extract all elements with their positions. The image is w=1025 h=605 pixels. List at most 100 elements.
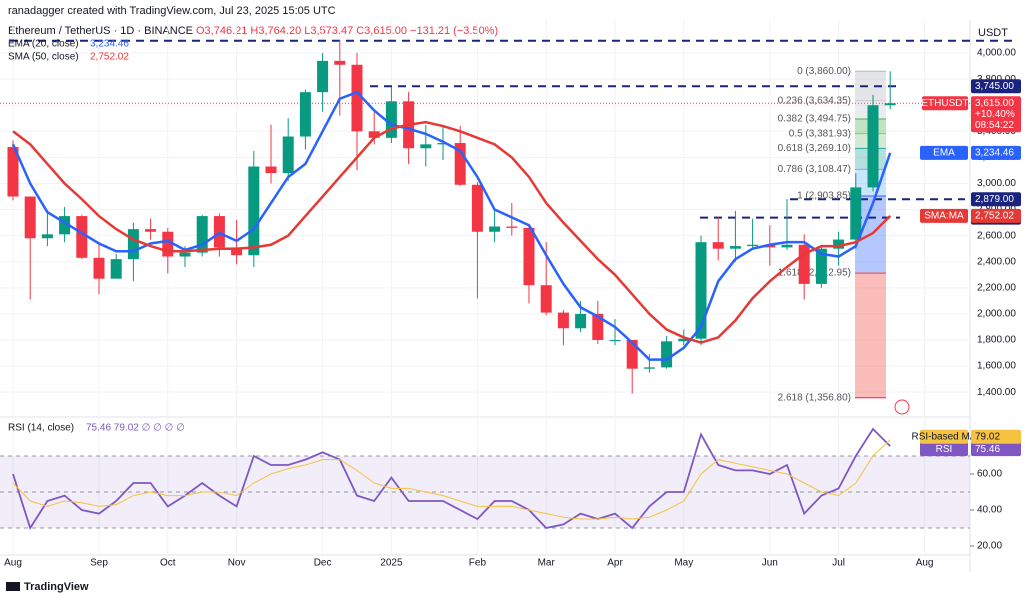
candle-body (368, 131, 380, 138)
indicator-legend[interactable]: SMA (50, close) (8, 52, 79, 63)
axis-tag-name-label: EMA (933, 148, 955, 159)
indicator-legend-value: 3,234.46 (90, 39, 129, 50)
y-tick-label: 3,800.00 (977, 74, 1016, 85)
candle-body (437, 143, 449, 145)
last-price-name (922, 96, 968, 111)
rsi-tick-label: 40.00 (977, 505, 1002, 516)
y-tick-label: 2,200.00 (977, 282, 1016, 293)
candle-body (145, 229, 157, 232)
candle-body (351, 64, 363, 132)
axis-tag-label: 3,234.46 (975, 148, 1014, 159)
fib-label: 0.236 (3,634.35) (778, 95, 851, 106)
candle-body (557, 312, 569, 329)
candle-body (626, 340, 638, 369)
last-price-countdown: 08:54:22 (975, 120, 1014, 131)
level-tag (971, 79, 1021, 94)
y-tick-label: 1,600.00 (977, 361, 1016, 372)
candle-body (833, 239, 845, 249)
candle-body (162, 231, 174, 257)
currency: USDT (978, 27, 1008, 39)
y-tick-label: 1,800.00 (977, 335, 1016, 346)
last-price-label: 3,615.00 (975, 98, 1014, 109)
candle-body (7, 146, 19, 197)
candle-body (712, 242, 724, 249)
candle-body (59, 216, 71, 235)
y-tick-label: 2,600.00 (977, 230, 1016, 241)
candle-body (867, 105, 879, 188)
indicator-legend-value: 2,752.02 (90, 52, 129, 63)
candle-body (24, 196, 36, 239)
axis-tag-name-label: RSI (936, 444, 953, 455)
logo-icon (6, 582, 20, 591)
symbol[interactable]: Ethereum / TetherUS · 1D · BINANCE (8, 25, 193, 37)
candle-body (729, 246, 741, 249)
moving-average-line (12, 120, 892, 344)
indicator-legend[interactable]: EMA (20, close) (8, 39, 79, 50)
x-tick-label: Sep (90, 558, 108, 569)
candle-body (41, 234, 53, 239)
fib-label: 0.786 (3,108.47) (778, 164, 851, 175)
axis-tag-name (920, 208, 968, 223)
candle-body (609, 340, 621, 341)
candle-body (248, 166, 260, 256)
y-tick-label: 2,400.00 (977, 256, 1016, 267)
fib-label: 0.5 (3,381.93) (789, 128, 851, 139)
axis-tag (971, 429, 1021, 444)
level-tag-label: 3,745.00 (975, 81, 1014, 92)
axis-tag-name (920, 429, 968, 444)
candle-body (471, 184, 483, 232)
axis-tag-name (920, 442, 968, 457)
rsi-tick-label: 20.00 (977, 541, 1002, 552)
rsi-tick-label: 60.00 (977, 469, 1002, 480)
x-tick-label: Feb (469, 558, 487, 569)
x-tick-label: Nov (228, 558, 246, 569)
axis-tag-label: 2,752.02 (975, 210, 1014, 221)
y-tick-label: 3,000.00 (977, 178, 1016, 189)
candle-body (265, 166, 277, 174)
candle-body (334, 60, 346, 65)
y-tick-label: 1,400.00 (977, 387, 1016, 398)
candle-body (815, 248, 827, 284)
x-tick-label: Apr (607, 558, 623, 569)
candle-body (420, 144, 432, 149)
axis-tag (971, 208, 1021, 223)
axis-tag-name (920, 145, 968, 160)
fib-label: 1.618 (2,312.95) (778, 268, 851, 279)
candle-body (196, 216, 208, 253)
x-tick-label: May (674, 558, 693, 569)
y-tick-label: 2,000.00 (977, 309, 1016, 320)
level-tag-label: 2,879.00 (975, 194, 1014, 205)
candle-body (110, 259, 122, 279)
candle-body (454, 143, 466, 185)
candle-body (506, 226, 518, 228)
level-tag (971, 192, 1021, 207)
candle-body (317, 60, 329, 93)
candle-body (781, 244, 793, 248)
fib-label: 1 (2,903.85) (797, 191, 851, 202)
ohlc: O3,746.21 H3,764.20 L3,573.47 C3,615.00 … (196, 25, 498, 37)
candle-body (643, 367, 655, 369)
candle-body (540, 285, 552, 313)
candle-body (592, 313, 604, 340)
last-price-name-label: ETHUSDT (921, 98, 968, 109)
candle-body (127, 229, 139, 260)
x-tick-label: Jun (762, 558, 778, 569)
candle-body (93, 257, 105, 279)
axis-tag-name-label: RSI-based MA (911, 431, 976, 442)
last-price-box (971, 96, 1021, 133)
alert-icon[interactable] (894, 399, 910, 415)
candle-body (661, 341, 673, 368)
candle-body (282, 136, 294, 174)
candle-body (850, 187, 862, 240)
moving-average-line (11, 90, 892, 361)
axis-tag-name-label: SMA:MA (924, 210, 964, 221)
rsi-line (12, 427, 891, 531)
x-tick-label: Dec (314, 558, 332, 569)
candle-body (798, 244, 810, 284)
candle-body (385, 101, 397, 138)
last-price-change: +10.40% (975, 109, 1015, 120)
rsi-legend-values: 75.46 79.02 ∅ ∅ ∅ ∅ (86, 423, 185, 434)
candle-body (747, 244, 759, 247)
rsi-legend[interactable]: RSI (14, close) (8, 423, 74, 434)
